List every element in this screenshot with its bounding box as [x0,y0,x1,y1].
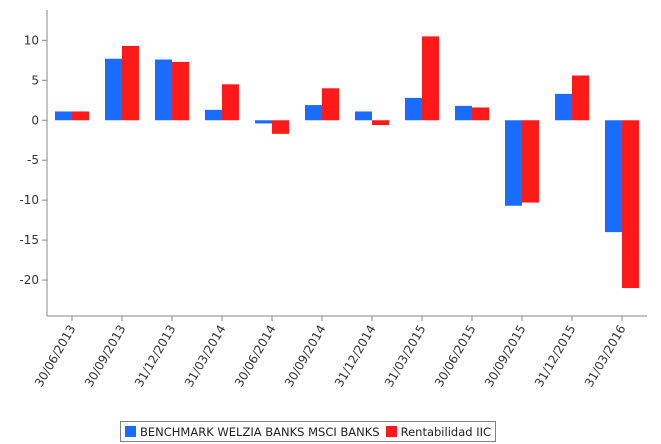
bar-benchmark [155,59,172,121]
x-tick-label: 30/06/2013 [32,323,79,390]
bar-benchmark [555,93,572,121]
bar-rentabilidad [422,36,439,121]
x-tick-label: 31/03/2015 [382,323,429,390]
bar-rentabilidad [572,75,589,121]
x-tick-label: 30/09/2014 [282,323,329,390]
legend-item-rentabilidad: Rentabilidad IIC [385,424,492,439]
legend-item-benchmark: BENCHMARK WELZIA BANKS MSCI BANKS [125,425,380,439]
x-tick-label: 30/06/2015 [432,323,479,390]
bar-benchmark [405,97,422,121]
x-tick-label: 31/12/2014 [332,323,379,390]
bar-benchmark [205,109,222,121]
bar-rentabilidad [322,88,339,121]
bar-benchmark [305,105,322,121]
bar-benchmark [455,105,472,121]
legend-label: BENCHMARK WELZIA BANKS MSCI BANKS [140,424,380,439]
bar-rentabilidad [622,120,639,289]
bar-benchmark [605,120,622,233]
y-tick-label: 5 [31,73,39,87]
bar-rentabilidad [522,120,539,203]
x-tick-label: 30/09/2013 [82,323,129,390]
x-tick-label: 31/12/2015 [532,323,579,390]
legend-swatch-blue [125,426,136,437]
x-tick-label: 30/09/2015 [482,323,529,390]
bar-benchmark [355,111,372,121]
bar-rentabilidad [172,61,189,121]
chart-legend: BENCHMARK WELZIA BANKS MSCI BANKS Rentab… [120,421,497,442]
bar-benchmark [55,111,72,121]
legend-label: Rentabilidad IIC [400,424,492,439]
x-tick-label: 31/03/2016 [582,323,629,390]
bar-benchmark [105,58,122,121]
y-tick-label: -5 [27,153,39,167]
legend-swatch-red [385,426,397,437]
bar-benchmark [505,120,522,206]
x-tick-label: 30/06/2014 [232,323,279,390]
bar-rentabilidad [372,120,389,126]
y-tick-label: 10 [24,33,39,47]
y-tick-label: -10 [19,193,39,207]
bar-rentabilidad [472,107,489,121]
x-tick-label: 31/03/2014 [182,323,229,390]
y-tick-label: 0 [31,113,39,127]
bar-rentabilidad [122,45,139,121]
bar-benchmark [255,120,272,124]
bar-rentabilidad [72,111,89,121]
x-tick-label: 31/12/2013 [132,323,179,390]
y-tick-label: -20 [19,273,39,287]
y-tick-label: -15 [19,233,39,247]
bar-rentabilidad [222,84,239,121]
bar-rentabilidad [272,120,289,134]
plot-area [47,10,647,316]
